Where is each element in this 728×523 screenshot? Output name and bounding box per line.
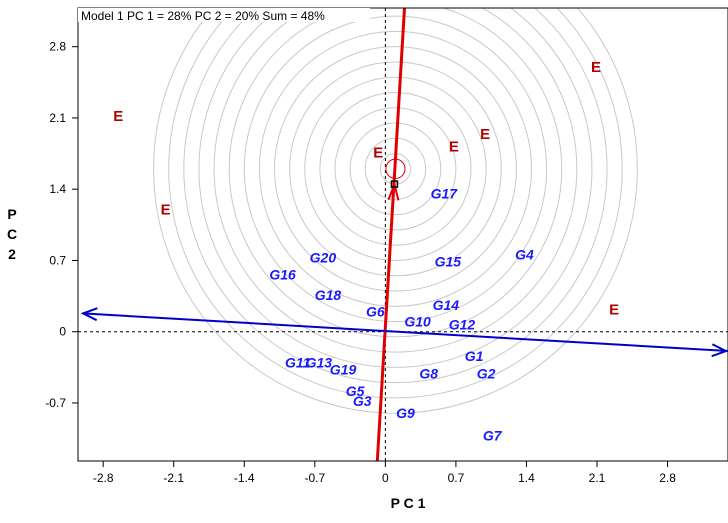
y-tick-label-6: 2.8 bbox=[49, 40, 66, 54]
average-environment-marker bbox=[390, 180, 399, 188]
y-axis-title-letter-2: C bbox=[7, 226, 17, 242]
x-tick-label-9: 2.8 bbox=[659, 471, 676, 485]
genotype-label-g5: G5 bbox=[346, 383, 365, 399]
y-tick-label-1: -0.7 bbox=[45, 396, 66, 410]
concentric-ring-11 bbox=[228, 8, 563, 338]
y-axis-title-letter-3: 2 bbox=[8, 246, 16, 262]
x-tick-label-1: -2.8 bbox=[93, 471, 114, 485]
concentric-ring-16 bbox=[153, 8, 638, 414]
chart-title: Model 1 PC 1 = 28% PC 2 = 20% Sum = 48% bbox=[81, 9, 325, 23]
genotype-label-g8: G8 bbox=[419, 365, 438, 381]
x-tick-label-4: -0.7 bbox=[304, 471, 325, 485]
genotype-label-g1: G1 bbox=[465, 348, 484, 364]
plot-frame bbox=[77, 7, 728, 462]
ordinate-arrow-right bbox=[711, 343, 728, 358]
y-axis-title: P C 2 bbox=[7, 206, 17, 262]
genotype-label-g7: G7 bbox=[483, 428, 503, 444]
environment-label-7: E bbox=[609, 301, 619, 318]
axis-vectors bbox=[80, 8, 728, 461]
genotype-label-g4: G4 bbox=[515, 246, 534, 262]
environment-label-4: E bbox=[449, 138, 459, 155]
genotype-label-g19: G19 bbox=[330, 361, 357, 377]
y-tick-label-4: 1.4 bbox=[49, 182, 66, 196]
concentric-ring-10 bbox=[243, 15, 548, 323]
y-axis-title-letter-1: P bbox=[7, 206, 16, 222]
concentric-rings bbox=[153, 8, 638, 414]
x-tick-label-3: -1.4 bbox=[234, 471, 255, 485]
genotype-label-g3: G3 bbox=[353, 393, 372, 409]
ordinate-axis bbox=[82, 312, 728, 353]
genotype-label-g9: G9 bbox=[396, 405, 415, 421]
x-tick-label-7: 1.4 bbox=[518, 471, 535, 485]
genotype-label-g2: G2 bbox=[477, 365, 496, 381]
concentric-ring-7 bbox=[289, 61, 502, 277]
x-tick-label-8: 2.1 bbox=[589, 471, 606, 485]
y-tick-label-5: 2.1 bbox=[49, 111, 66, 125]
genotype-label-g15: G15 bbox=[435, 253, 462, 269]
average-environment-arrow bbox=[387, 180, 400, 201]
genotype-label-g14: G14 bbox=[433, 297, 460, 313]
ordinate-arrow-left bbox=[80, 307, 98, 322]
genotype-label-g20: G20 bbox=[310, 249, 337, 265]
reference-lines bbox=[78, 8, 728, 461]
genotype-label-g12: G12 bbox=[449, 317, 476, 333]
genotype-label-g11: G11 bbox=[285, 354, 311, 370]
title-box bbox=[78, 8, 370, 22]
y-tick-label-2: 0 bbox=[59, 325, 66, 339]
x-tick-label-5: 0 bbox=[382, 471, 389, 485]
ideal-circle bbox=[385, 158, 406, 180]
axis-ticks: -2.8 -2.1 -1.4 -0.7 0 0.7 1.4 2.1 2.8 -0.7 0 0.7 1.4… bbox=[45, 40, 676, 485]
concentric-ring-14 bbox=[183, 8, 608, 384]
environment-label-2: E bbox=[161, 202, 171, 219]
environment-label-6: E bbox=[591, 59, 601, 76]
average-environment-axis bbox=[375, 8, 407, 461]
concentric-ring-8 bbox=[274, 46, 517, 292]
x-tick-label-2: -2.1 bbox=[163, 471, 184, 485]
environment-label-1: E bbox=[113, 108, 123, 125]
concentric-ring-15 bbox=[168, 8, 623, 399]
concentric-ring-5 bbox=[319, 91, 472, 246]
genotype-label-g18: G18 bbox=[315, 287, 342, 303]
genotype-label-g10: G10 bbox=[404, 314, 431, 330]
genotype-label-g16: G16 bbox=[269, 267, 296, 283]
genotype-label-g13: G13 bbox=[306, 354, 333, 370]
genotype-label-g6: G6 bbox=[366, 303, 385, 319]
concentric-ring-12 bbox=[213, 8, 578, 353]
x-axis-title: P C 1 bbox=[391, 495, 426, 511]
concentric-ring-13 bbox=[198, 8, 593, 368]
concentric-ring-9 bbox=[258, 30, 532, 307]
concentric-ring-4 bbox=[334, 107, 457, 231]
concentric-ring-3 bbox=[349, 122, 442, 216]
concentric-ring-6 bbox=[304, 76, 487, 261]
x-tick-label-6: 0.7 bbox=[448, 471, 465, 485]
genotype-label-g17: G17 bbox=[431, 185, 459, 201]
environment-label-5: E bbox=[480, 126, 490, 143]
environment-label-3: E bbox=[373, 145, 383, 162]
y-tick-label-3: 0.7 bbox=[49, 253, 66, 267]
